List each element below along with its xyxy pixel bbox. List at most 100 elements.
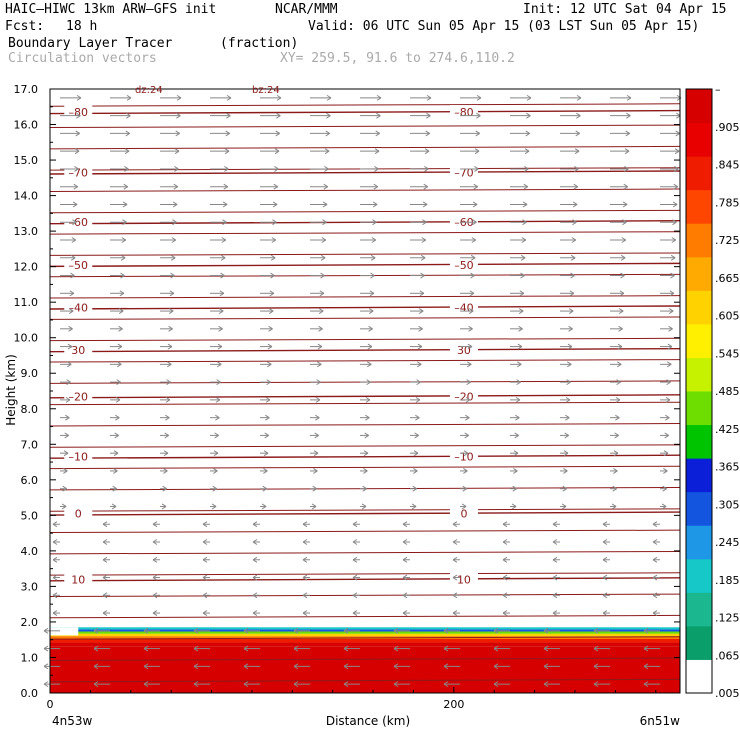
wind-vector-head bbox=[120, 254, 126, 261]
wind-vector-head bbox=[402, 610, 408, 616]
wind-vector-head bbox=[62, 485, 67, 492]
wind-vector-head bbox=[116, 379, 121, 386]
wind-vector-head bbox=[202, 556, 208, 563]
colorbar-swatch bbox=[686, 458, 712, 493]
wind-vector-head bbox=[552, 592, 558, 599]
wind-vector-head bbox=[602, 521, 608, 528]
forecast-hours: 18 h bbox=[66, 19, 98, 34]
y-tick-label: 9.0 bbox=[21, 367, 39, 380]
wind-vector-head bbox=[167, 361, 172, 368]
wind-vector-head bbox=[270, 272, 275, 279]
wind-vector-head bbox=[202, 521, 208, 528]
tracer-band bbox=[50, 642, 680, 647]
wind-vector-head bbox=[612, 485, 617, 492]
colorbar-label: .305 bbox=[715, 498, 740, 511]
wind-vector-head bbox=[424, 148, 430, 155]
wind-vector-head bbox=[552, 556, 558, 563]
wind-vector-head bbox=[165, 414, 170, 421]
wind-vector-head bbox=[226, 112, 231, 119]
wind-vector-head bbox=[93, 663, 99, 670]
wind-vector-head bbox=[576, 94, 582, 101]
wind-vector-head bbox=[322, 219, 327, 226]
wind-vector-head bbox=[217, 361, 222, 368]
wind-vector-head bbox=[415, 414, 420, 421]
wind-vector-head bbox=[164, 432, 169, 439]
wind-vector-head bbox=[93, 645, 99, 652]
wind-vector-head bbox=[664, 432, 669, 439]
wind-vector-head bbox=[663, 468, 668, 474]
wind-vector-head bbox=[522, 219, 527, 226]
wind-vector-head bbox=[152, 521, 158, 528]
wind-vector-head bbox=[367, 343, 373, 350]
wind-vector-head bbox=[665, 396, 671, 403]
wind-vector-head bbox=[393, 681, 399, 688]
wind-vector-head bbox=[443, 663, 449, 670]
wind-vector-head bbox=[517, 361, 522, 368]
wind-vector-head bbox=[176, 94, 182, 101]
colorbar-swatch bbox=[686, 156, 712, 191]
vector-field-name: Circulation vectors bbox=[8, 51, 157, 66]
wind-vector-head bbox=[520, 272, 525, 279]
wind-vector-head bbox=[402, 521, 408, 528]
wind-vector-head bbox=[363, 450, 369, 457]
isotherm-label-bg bbox=[64, 215, 93, 228]
wind-vector-head bbox=[361, 503, 367, 510]
isotherm-line bbox=[49, 209, 681, 214]
wind-vector-head bbox=[367, 361, 372, 368]
wind-vector-head bbox=[222, 219, 227, 226]
isotherm-label: –70 bbox=[69, 166, 89, 179]
wind-vector-head bbox=[43, 681, 49, 688]
wind-vector-head bbox=[563, 450, 569, 457]
wind-vector-head bbox=[452, 521, 458, 528]
tracer-band bbox=[50, 631, 680, 634]
y-tick-label: 8.0 bbox=[21, 403, 39, 416]
wind-vector-head bbox=[562, 485, 567, 492]
wind-vector-head bbox=[169, 290, 175, 297]
wind-vector-head bbox=[352, 574, 358, 581]
wind-vector-head bbox=[111, 503, 117, 510]
colorbar-label: .425 bbox=[715, 423, 740, 436]
isotherm-line bbox=[49, 678, 681, 683]
wind-vector-head bbox=[163, 450, 169, 457]
wind-vector-head bbox=[624, 148, 630, 155]
wind-vector-head bbox=[252, 556, 258, 563]
tracer-band bbox=[50, 646, 680, 693]
wind-vector-head bbox=[323, 183, 329, 190]
wind-vector-head bbox=[416, 379, 421, 386]
isotherm-line bbox=[49, 614, 681, 619]
wind-vector-head bbox=[474, 166, 479, 172]
wind-vector-head bbox=[552, 521, 558, 528]
wind-vector-head bbox=[263, 468, 268, 474]
wind-vector-head bbox=[476, 112, 481, 119]
wind-vector-head bbox=[224, 166, 229, 172]
wind-vector-head bbox=[663, 450, 669, 457]
wind-vector-head bbox=[666, 379, 671, 386]
colorbar-label: .485 bbox=[715, 385, 740, 398]
wind-vector-head bbox=[70, 254, 76, 261]
colorbar-swatch bbox=[686, 290, 712, 325]
wind-vector-head bbox=[102, 610, 108, 616]
wind-vector-head bbox=[543, 627, 549, 634]
wind-vector-head bbox=[61, 503, 67, 510]
isotherm-label-bg bbox=[449, 105, 478, 118]
wind-vector-head bbox=[214, 432, 219, 439]
wind-vector-head bbox=[618, 325, 623, 332]
wind-vector-head bbox=[119, 290, 125, 297]
tracer-field bbox=[50, 627, 680, 693]
wind-vector-head bbox=[152, 574, 158, 581]
wind-vector-head bbox=[421, 237, 427, 243]
wind-vector-head bbox=[52, 610, 58, 616]
wind-vector-head bbox=[476, 94, 482, 101]
wind-vector-head bbox=[575, 130, 580, 137]
wind-vector-head bbox=[302, 610, 308, 616]
wind-vector-head bbox=[620, 254, 626, 261]
wind-vector-head bbox=[65, 396, 71, 403]
wind-vector-head bbox=[643, 645, 649, 652]
colorbar-label: .185 bbox=[715, 574, 740, 587]
isotherm-line bbox=[49, 657, 681, 661]
wind-vector-head bbox=[193, 645, 199, 652]
circulation-vectors bbox=[43, 94, 682, 688]
isotherm-line bbox=[49, 170, 681, 175]
isotherm-label-bg bbox=[64, 449, 93, 462]
y-tick-label: 2.0 bbox=[21, 616, 39, 629]
